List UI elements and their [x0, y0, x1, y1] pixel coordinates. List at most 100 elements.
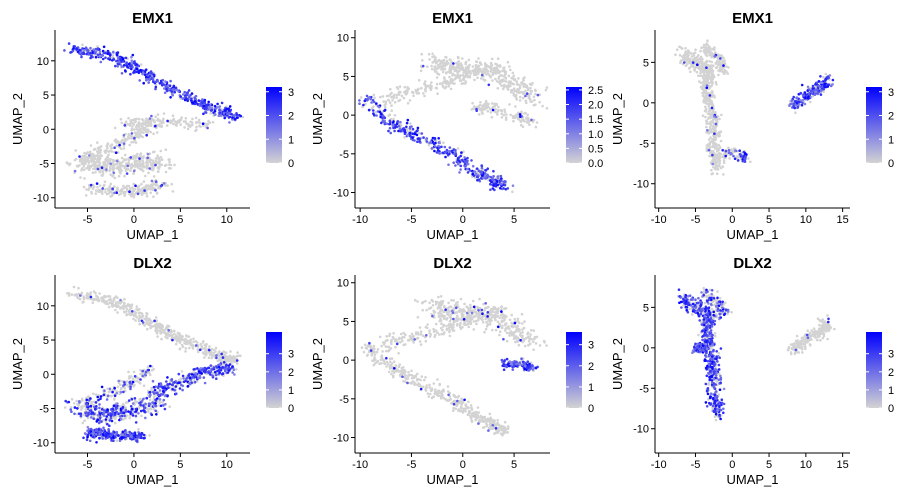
y-axis-label: UMAP_2	[610, 93, 625, 145]
cell-point-expressing	[64, 399, 67, 403]
cell-point-expressing	[461, 158, 464, 162]
cell-point	[88, 151, 92, 155]
cell-point	[101, 174, 104, 177]
cell-point	[150, 369, 154, 372]
cell-point-expressing	[233, 117, 237, 121]
cell-point	[494, 77, 497, 81]
cell-point	[713, 96, 716, 99]
cell-point	[497, 80, 501, 84]
cell-point	[208, 345, 211, 348]
cell-point	[674, 53, 677, 56]
cell-point	[101, 192, 104, 195]
cell-point-expressing	[524, 94, 527, 98]
cell-point-expressing	[89, 295, 93, 299]
cell-point-expressing	[216, 369, 219, 373]
cell-point-expressing	[375, 114, 378, 117]
cell-point-expressing	[815, 88, 819, 91]
cell-point-expressing	[536, 93, 540, 97]
cell-point	[712, 121, 715, 125]
cell-point	[706, 47, 709, 50]
cell-point	[106, 302, 110, 306]
cell-point	[124, 304, 128, 308]
cell-point	[128, 416, 131, 420]
cell-point-expressing	[441, 151, 444, 155]
cell-point	[180, 116, 183, 119]
cell-point	[708, 81, 711, 85]
cell-point-expressing	[819, 75, 822, 78]
cell-point	[170, 182, 173, 186]
cell-point-expressing	[105, 168, 108, 171]
cell-point-expressing	[477, 169, 481, 172]
x-axis-label: UMAP_1	[126, 227, 178, 242]
cell-point	[697, 66, 701, 69]
cell-point	[97, 188, 101, 192]
cell-point	[517, 91, 521, 94]
y-tick-label: 0	[43, 124, 49, 136]
cell-point	[113, 397, 116, 400]
cell-point	[66, 162, 70, 165]
colorbar-gradient	[266, 87, 282, 163]
cell-point	[706, 102, 709, 106]
cell-point-expressing	[171, 88, 174, 91]
cell-point	[80, 291, 84, 295]
cell-point	[708, 107, 711, 110]
cell-point-expressing	[393, 129, 396, 133]
cell-point	[712, 125, 715, 129]
cell-point	[160, 337, 163, 341]
cell-point	[480, 63, 483, 66]
cell-point	[142, 180, 146, 183]
cell-point	[704, 105, 707, 109]
cell-point-expressing	[143, 189, 146, 192]
cell-point-expressing	[91, 411, 95, 414]
cell-point	[707, 110, 711, 113]
cell-point-expressing	[371, 98, 375, 102]
cell-point-expressing	[89, 416, 93, 419]
cell-point	[94, 170, 97, 174]
cell-point-expressing	[81, 52, 84, 55]
cell-point	[207, 356, 211, 360]
cell-point-expressing	[89, 409, 93, 412]
cell-point	[107, 298, 111, 302]
cell-point-expressing	[168, 87, 171, 91]
cell-point-expressing	[425, 138, 428, 141]
cell-point	[70, 293, 74, 296]
cell-point-expressing	[154, 124, 157, 128]
cell-point	[399, 123, 403, 127]
cell-point	[449, 68, 453, 72]
cell-point	[126, 122, 129, 126]
cell-point	[134, 141, 138, 144]
cell-point-expressing	[102, 411, 105, 415]
cell-point	[493, 66, 496, 70]
cell-point	[150, 388, 153, 392]
cell-point	[685, 53, 688, 56]
cell-point	[171, 114, 175, 117]
cell-point	[110, 194, 114, 197]
cell-point	[822, 90, 825, 94]
cell-point-expressing	[133, 70, 137, 74]
cell-point	[159, 156, 163, 159]
cell-point	[118, 301, 121, 304]
cell-point	[154, 159, 158, 163]
cell-point	[393, 101, 397, 104]
cell-point-expressing	[152, 73, 156, 77]
cell-point	[497, 77, 501, 80]
cell-point-expressing	[151, 401, 154, 404]
cell-point	[140, 414, 143, 418]
cell-point-expressing	[220, 352, 223, 356]
cell-point	[146, 131, 149, 134]
cell-point	[127, 377, 131, 380]
cell-point	[720, 113, 723, 117]
cell-point	[714, 80, 718, 84]
cell-point	[88, 186, 91, 190]
cell-point-expressing	[500, 182, 503, 186]
cell-point-expressing	[139, 409, 143, 413]
cell-point	[82, 165, 85, 168]
cell-point	[496, 57, 500, 60]
cell-point-expressing	[181, 388, 184, 392]
cell-point-expressing	[365, 94, 369, 98]
cell-point-expressing	[120, 72, 124, 75]
cell-point	[92, 185, 96, 189]
scatter-points	[358, 52, 549, 194]
cell-point-expressing	[224, 109, 227, 112]
cell-point	[711, 151, 714, 154]
